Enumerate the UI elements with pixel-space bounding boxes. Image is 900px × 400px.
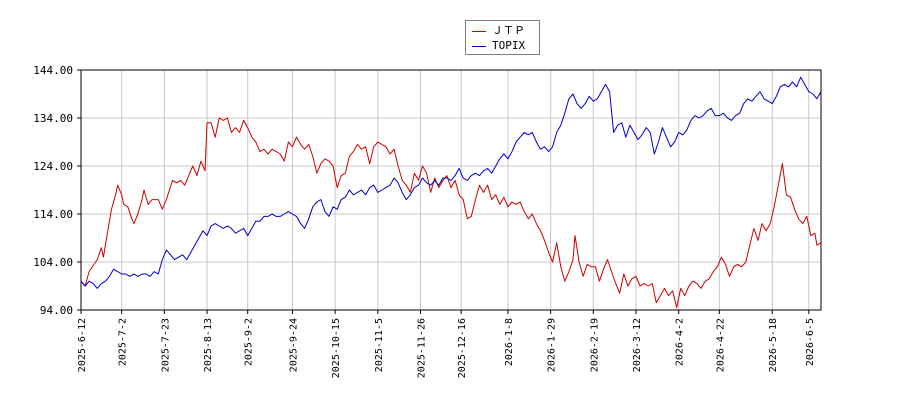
x-tick-label: 2026-4-2	[675, 318, 686, 366]
x-tick-label: 2025-12-16	[457, 318, 468, 378]
x-tick-label: 2026-2-19	[589, 318, 600, 372]
x-tick-label: 2025-9-24	[288, 318, 299, 372]
x-tick-label: 2025-7-23	[160, 318, 171, 372]
x-tick-label: 2026-4-22	[715, 318, 726, 372]
x-tick-label: 2025-11-5	[374, 318, 385, 372]
legend-swatch-series-2	[472, 46, 486, 47]
axes	[80, 69, 822, 311]
x-tick-label: 2025-8-13	[203, 318, 214, 372]
series-line-2	[80, 76, 822, 289]
x-tick-label: 2025-11-26	[417, 318, 428, 378]
y-tick-label: 114.00	[33, 208, 73, 221]
grid-lines	[80, 69, 821, 311]
legend-label-series-2: TOPIX	[492, 39, 526, 52]
x-tick-label: 2025-6-12	[77, 318, 88, 372]
x-tick-label: 2026-1-29	[547, 318, 558, 372]
legend-label-series-1: ＪＴＰ	[492, 24, 525, 37]
y-tick-label: 144.00	[33, 64, 73, 77]
x-tick-label: 2026-5-18	[768, 318, 779, 372]
x-tick-label: 2025-10-15	[331, 318, 342, 378]
x-tick-label: 2026-1-8	[504, 318, 515, 366]
y-tick-label: 94.00	[40, 304, 73, 317]
legend-swatch-series-1	[472, 31, 486, 32]
plot-frame	[80, 69, 822, 311]
y-tick-label: 104.00	[33, 256, 73, 269]
y-tick-label: 124.00	[33, 160, 73, 173]
y-tick-label: 134.00	[33, 112, 73, 125]
x-tick-label: 2026-6-5	[805, 318, 816, 366]
x-tick-label: 2025-7-2	[118, 318, 129, 366]
series-line-1	[80, 117, 822, 309]
x-axis-ticks: 2025-6-12 2025-7-2 2025-7-23 2025-8-13 2025-…	[77, 310, 816, 378]
y-axis-ticks: 94.00 104.00 114.00 124.00 134.00 144.00	[33, 64, 81, 317]
x-tick-label: 2026-3-12	[632, 318, 643, 372]
x-tick-label: 2025-9-2	[244, 318, 255, 366]
legend: ＪＴＰ TOPIX	[465, 20, 540, 55]
series-lines	[80, 76, 822, 309]
